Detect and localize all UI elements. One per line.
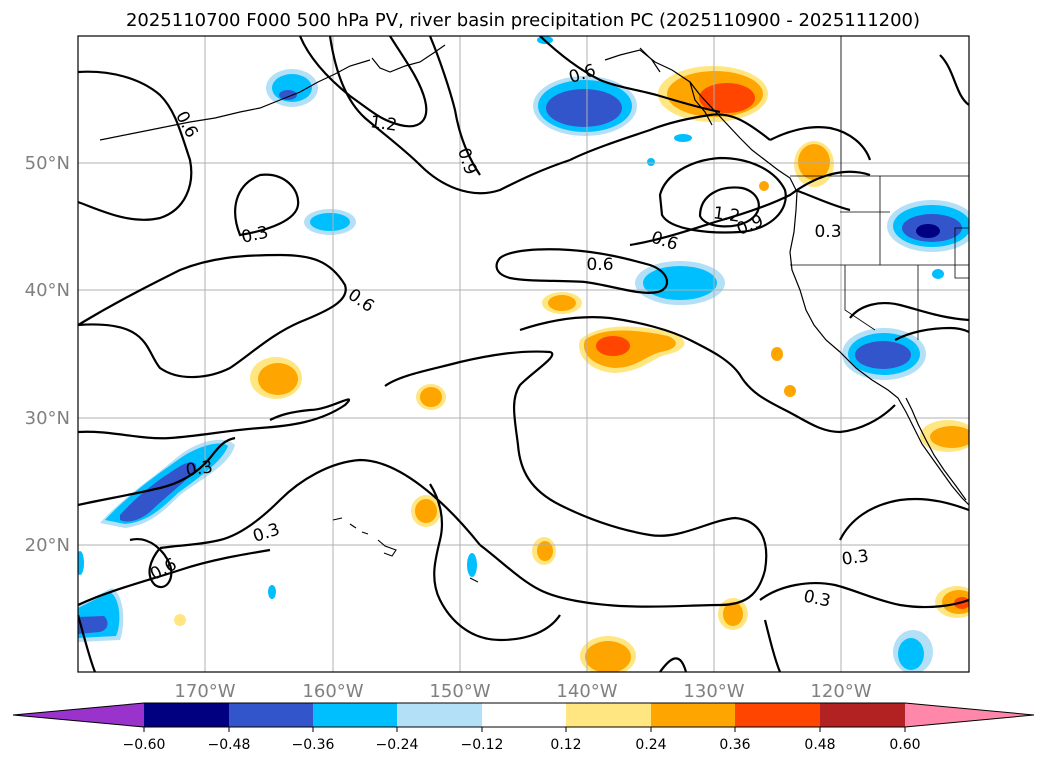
colorbar-segment bbox=[735, 703, 820, 727]
colorbar-segment bbox=[144, 703, 229, 727]
anomaly-negative-northwest-us bbox=[887, 200, 969, 252]
colorbar-segment bbox=[651, 703, 735, 727]
anomaly-negative-central bbox=[635, 261, 725, 305]
lat-tick-label: 20°N bbox=[25, 535, 70, 556]
lat-tick-label: 30°N bbox=[25, 408, 70, 429]
anomaly-positive-spot bbox=[174, 614, 186, 626]
colorbar-tick-label: −0.24 bbox=[376, 737, 419, 753]
lat-tick-labels: 50°N 40°N 30°N 20°N bbox=[25, 153, 70, 556]
colorbar-segment bbox=[482, 703, 566, 727]
precip-anomalies bbox=[78, 36, 969, 672]
map-background bbox=[78, 36, 969, 672]
colorbar-ticks bbox=[143, 727, 906, 732]
colorbar-tick-labels: −0.60 −0.48 −0.36 −0.24 −0.12 0.12 0.24 … bbox=[123, 737, 921, 753]
colorbar-tick-label: −0.60 bbox=[123, 737, 166, 753]
lat-tick-label: 50°N bbox=[25, 153, 70, 174]
colorbar-tick-label: −0.36 bbox=[292, 737, 335, 753]
colorbar-tick-label: 0.60 bbox=[889, 737, 920, 753]
colorbar-segment bbox=[397, 703, 482, 727]
anomaly-negative-bottomright bbox=[893, 630, 933, 672]
contour-label: 0.6 bbox=[586, 255, 613, 275]
lon-tick-label: 120°W bbox=[810, 681, 871, 702]
lat-tick-label: 40°N bbox=[25, 280, 70, 301]
map-title: 2025110700 F000 500 hPa PV, river basin … bbox=[126, 10, 920, 31]
lon-tick-label: 140°W bbox=[556, 681, 617, 702]
islands bbox=[332, 517, 479, 583]
anomaly-positive-spot bbox=[759, 181, 769, 191]
anomaly-positive-spot bbox=[784, 385, 796, 397]
anomaly-negative-spot bbox=[647, 158, 655, 166]
colorbar-extend-low bbox=[13, 703, 144, 727]
anomaly-negative-gulf bbox=[533, 76, 637, 136]
colorbar-extend-high bbox=[905, 703, 1034, 727]
contour-label: 1.2 bbox=[369, 112, 399, 136]
country-borders bbox=[790, 36, 969, 340]
anomaly-negative-spot bbox=[268, 585, 276, 599]
anomaly-positive-20n bbox=[532, 537, 556, 565]
map-panel: 0.6 1.2 0.9 0.6 0.3 1.2 0.9 0.6 0.3 0.6 … bbox=[25, 35, 970, 702]
anomaly-positive-34n bbox=[250, 357, 302, 399]
anomaly-positive-23n bbox=[411, 495, 441, 527]
anomaly-positive-bottomright bbox=[935, 586, 969, 618]
anomaly-negative-spot bbox=[78, 551, 84, 575]
anomaly-negative-aleutian bbox=[266, 69, 318, 107]
anomaly-positive-31n bbox=[416, 384, 446, 410]
contour-label: 0.3 bbox=[841, 546, 871, 570]
colorbar-tick-label: 0.24 bbox=[635, 737, 666, 753]
contour-label: 1.2 bbox=[712, 203, 742, 227]
lon-tick-label: 150°W bbox=[429, 681, 490, 702]
colorbar-tick-label: −0.48 bbox=[208, 737, 251, 753]
anomaly-positive-mexico bbox=[920, 420, 969, 452]
pv-contours bbox=[78, 36, 969, 672]
anomaly-negative-spot bbox=[467, 553, 477, 577]
lon-tick-labels: 170°W 160°W 150°W 140°W 130°W 120°W bbox=[174, 681, 871, 702]
lon-tick-label: 130°W bbox=[683, 681, 744, 702]
colorbar-segment bbox=[566, 703, 651, 727]
colorbar: −0.60 −0.48 −0.36 −0.24 −0.12 0.12 0.24 … bbox=[12, 702, 1035, 753]
contour-label: 0.3 bbox=[185, 457, 215, 481]
colorbar-segment bbox=[820, 703, 905, 727]
colorbar-segment bbox=[313, 703, 397, 727]
lon-tick-label: 170°W bbox=[174, 681, 235, 702]
colorbar-tick-label: −0.12 bbox=[461, 737, 504, 753]
anomaly-positive-spot bbox=[771, 347, 783, 361]
anomaly-negative-southwest bbox=[100, 439, 235, 528]
anomaly-positive-15n bbox=[718, 598, 748, 630]
anomaly-negative-spot bbox=[932, 269, 944, 279]
contour-label: 0.3 bbox=[814, 222, 841, 242]
colorbar-tick-label: 0.12 bbox=[550, 737, 581, 753]
anomaly-positive-38n bbox=[542, 292, 582, 314]
lon-tick-label: 160°W bbox=[302, 681, 363, 702]
anomaly-positive-central bbox=[579, 326, 685, 373]
anomaly-positive-12n bbox=[580, 636, 636, 672]
map-frame bbox=[77, 35, 970, 673]
anomaly-negative-bottomleft bbox=[78, 588, 124, 642]
anomaly-negative-spot bbox=[674, 134, 692, 142]
anomaly-negative-california bbox=[842, 328, 926, 380]
anomaly-negative-45n bbox=[304, 209, 356, 235]
coastlines bbox=[99, 44, 969, 506]
gridlines bbox=[78, 36, 969, 672]
colorbar-segment bbox=[229, 703, 313, 727]
colorbar-tick-label: 0.48 bbox=[804, 737, 835, 753]
colorbar-tick-label: 0.36 bbox=[719, 737, 750, 753]
